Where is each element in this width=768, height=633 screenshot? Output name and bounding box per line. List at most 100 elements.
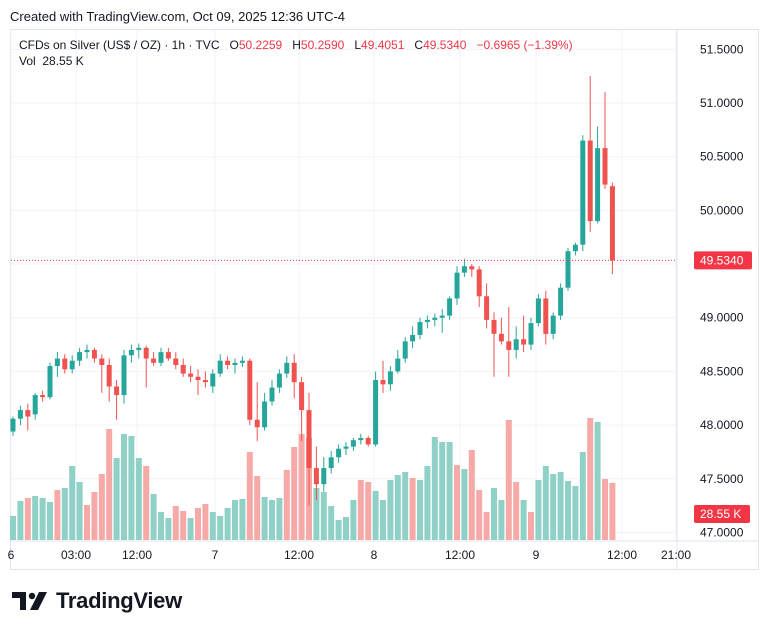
volume-bar bbox=[520, 500, 527, 540]
candle bbox=[291, 354, 297, 399]
candle bbox=[469, 264, 475, 277]
volume-bar bbox=[594, 422, 601, 540]
candle bbox=[476, 266, 482, 308]
candle bbox=[535, 294, 541, 327]
volume-bar bbox=[498, 500, 505, 540]
volume-bar bbox=[269, 500, 275, 540]
candle-body bbox=[173, 358, 179, 365]
volume-bar bbox=[298, 434, 305, 540]
candle-body bbox=[550, 315, 556, 334]
volume-bar bbox=[602, 479, 608, 540]
candle bbox=[572, 242, 578, 256]
candle bbox=[336, 444, 342, 463]
time-tick-label: 12:00 bbox=[284, 548, 314, 562]
candle-body bbox=[69, 360, 75, 370]
candle-body bbox=[336, 448, 342, 458]
candle-body bbox=[469, 266, 475, 270]
candle-body bbox=[580, 140, 586, 245]
candle bbox=[143, 345, 149, 388]
candle bbox=[77, 347, 83, 367]
legend-low-label: L bbox=[354, 38, 362, 52]
time-tick-label: 7 bbox=[212, 548, 219, 562]
volume-bar bbox=[158, 512, 164, 540]
candle-body bbox=[461, 266, 467, 273]
candle bbox=[25, 403, 31, 431]
legend-symbol: CFDs on Silver (US$ / OZ) · 1h · TVC bbox=[19, 38, 220, 52]
volume-bar bbox=[246, 452, 253, 540]
candle-body bbox=[373, 380, 379, 445]
candle bbox=[432, 313, 438, 327]
last-volume-tag: 28.55 K bbox=[694, 505, 750, 523]
volume-bar bbox=[446, 442, 453, 540]
volume-bar bbox=[491, 488, 497, 540]
legend-change-value: −0.6965 (−1.39%) bbox=[476, 38, 573, 52]
volume-bar bbox=[69, 466, 76, 540]
candle-body bbox=[306, 410, 312, 469]
candle bbox=[373, 371, 379, 447]
candle bbox=[99, 354, 105, 393]
candle-body bbox=[151, 358, 157, 363]
time-axis[interactable]: 6 03:00 12:00 7 12:00 8 12:00 9 12:00 21:00 bbox=[8, 548, 692, 562]
price-axis[interactable]: 51.500051.000050.500050.000049.500049.00… bbox=[700, 42, 744, 539]
candle bbox=[180, 358, 186, 377]
candle bbox=[165, 347, 171, 361]
price-tick-label: 48.5000 bbox=[700, 364, 744, 378]
candle-body bbox=[158, 352, 164, 363]
candle bbox=[484, 283, 490, 329]
volume-bar bbox=[468, 450, 475, 540]
candle bbox=[84, 344, 90, 359]
candle bbox=[173, 352, 179, 370]
volume-bar bbox=[424, 466, 431, 540]
volume-bar bbox=[439, 442, 446, 540]
candle bbox=[195, 369, 201, 396]
candle bbox=[262, 392, 268, 431]
candle bbox=[424, 315, 430, 329]
candle bbox=[121, 349, 127, 404]
volume-bar bbox=[39, 498, 46, 540]
candle bbox=[202, 371, 208, 388]
last-price-tag-bg bbox=[694, 251, 752, 270]
candle-body bbox=[84, 349, 90, 353]
volume-bar bbox=[24, 498, 31, 540]
volume-bar bbox=[372, 491, 379, 540]
volume-bar bbox=[380, 500, 386, 540]
candle-body bbox=[128, 349, 134, 356]
candle bbox=[217, 354, 223, 377]
volume-bar bbox=[476, 490, 483, 540]
candle bbox=[284, 356, 290, 378]
time-tick-label: 03:00 bbox=[61, 548, 91, 562]
candle-body bbox=[202, 380, 208, 383]
candle bbox=[402, 337, 408, 363]
candle bbox=[506, 307, 512, 377]
volume-bar bbox=[483, 512, 490, 540]
candle bbox=[439, 309, 445, 333]
candle bbox=[350, 438, 356, 451]
last-price-tag: 49.5340 bbox=[694, 251, 752, 270]
volume-bar bbox=[187, 518, 194, 540]
candle-body bbox=[506, 341, 512, 350]
candle bbox=[558, 283, 564, 320]
volume-bar bbox=[113, 458, 120, 540]
volume-label: Vol bbox=[19, 54, 36, 68]
legend-open-label: O bbox=[229, 38, 239, 52]
volume-bar bbox=[261, 497, 268, 540]
brand-logo[interactable]: TradingView bbox=[12, 588, 182, 614]
candle bbox=[550, 312, 556, 340]
legend-low-value: 49.4051 bbox=[361, 38, 405, 52]
time-tick-label: 6 bbox=[8, 548, 15, 562]
price-tick-label: 50.0000 bbox=[700, 203, 744, 217]
candle bbox=[106, 358, 112, 402]
candle bbox=[447, 296, 453, 320]
candle-body bbox=[247, 360, 253, 420]
candle bbox=[158, 347, 164, 367]
candle bbox=[513, 326, 519, 359]
volume-bar bbox=[579, 452, 586, 540]
volume-bar bbox=[513, 482, 520, 540]
candle bbox=[40, 390, 46, 402]
candle bbox=[54, 352, 60, 377]
time-tick-label: 12:00 bbox=[445, 548, 475, 562]
volume-bar bbox=[254, 476, 261, 540]
candle-body bbox=[99, 358, 105, 365]
legend-high-value: 50.2590 bbox=[300, 38, 345, 52]
